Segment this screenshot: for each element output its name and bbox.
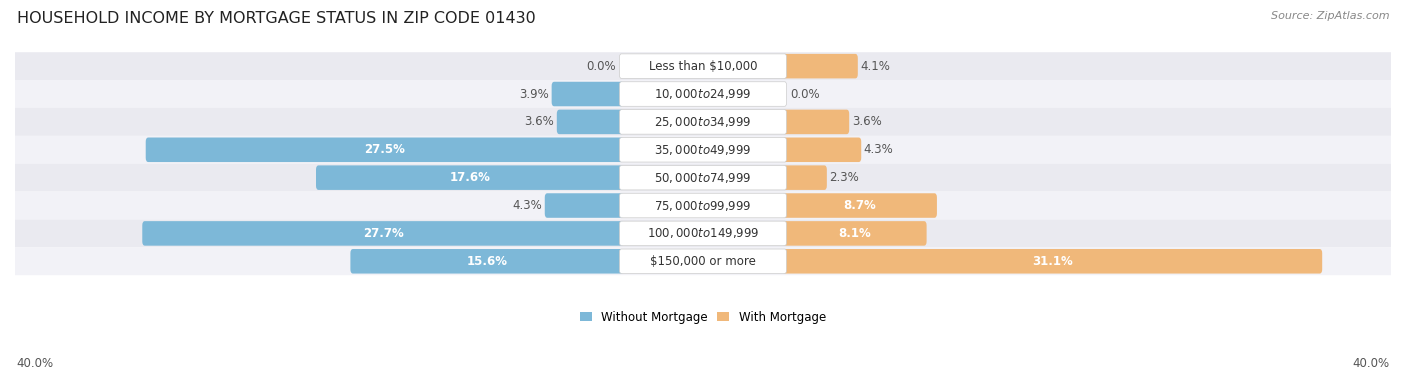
FancyBboxPatch shape	[350, 249, 624, 274]
FancyBboxPatch shape	[0, 220, 1406, 247]
Text: 40.0%: 40.0%	[1353, 358, 1389, 370]
Text: $10,000 to $24,999: $10,000 to $24,999	[654, 87, 752, 101]
Text: 15.6%: 15.6%	[467, 255, 508, 268]
Text: 40.0%: 40.0%	[17, 358, 53, 370]
Text: 4.3%: 4.3%	[863, 143, 894, 156]
Text: $75,000 to $99,999: $75,000 to $99,999	[654, 198, 752, 212]
FancyBboxPatch shape	[0, 108, 1406, 136]
FancyBboxPatch shape	[0, 80, 1406, 108]
Text: 17.6%: 17.6%	[450, 171, 491, 184]
Text: HOUSEHOLD INCOME BY MORTGAGE STATUS IN ZIP CODE 01430: HOUSEHOLD INCOME BY MORTGAGE STATUS IN Z…	[17, 11, 536, 26]
FancyBboxPatch shape	[620, 54, 786, 78]
FancyBboxPatch shape	[544, 193, 624, 218]
Text: 4.3%: 4.3%	[512, 199, 543, 212]
FancyBboxPatch shape	[620, 193, 786, 218]
Text: 3.6%: 3.6%	[524, 115, 554, 129]
FancyBboxPatch shape	[782, 166, 827, 190]
FancyBboxPatch shape	[620, 221, 786, 246]
Legend: Without Mortgage, With Mortgage: Without Mortgage, With Mortgage	[575, 306, 831, 328]
FancyBboxPatch shape	[782, 193, 936, 218]
FancyBboxPatch shape	[0, 52, 1406, 80]
FancyBboxPatch shape	[316, 166, 624, 190]
Text: $100,000 to $149,999: $100,000 to $149,999	[647, 226, 759, 240]
FancyBboxPatch shape	[782, 138, 862, 162]
Text: $35,000 to $49,999: $35,000 to $49,999	[654, 143, 752, 157]
Text: $150,000 or more: $150,000 or more	[650, 255, 756, 268]
Text: 2.3%: 2.3%	[830, 171, 859, 184]
FancyBboxPatch shape	[782, 221, 927, 246]
Text: 8.1%: 8.1%	[838, 227, 870, 240]
FancyBboxPatch shape	[0, 164, 1406, 192]
Text: 27.7%: 27.7%	[363, 227, 404, 240]
Text: 4.1%: 4.1%	[860, 60, 890, 73]
Text: $25,000 to $34,999: $25,000 to $34,999	[654, 115, 752, 129]
FancyBboxPatch shape	[557, 110, 624, 134]
FancyBboxPatch shape	[551, 82, 624, 106]
FancyBboxPatch shape	[620, 110, 786, 134]
Text: 0.0%: 0.0%	[790, 88, 820, 101]
Text: 3.6%: 3.6%	[852, 115, 882, 129]
FancyBboxPatch shape	[782, 249, 1322, 274]
FancyBboxPatch shape	[620, 138, 786, 162]
Text: $50,000 to $74,999: $50,000 to $74,999	[654, 170, 752, 184]
FancyBboxPatch shape	[0, 136, 1406, 164]
FancyBboxPatch shape	[0, 247, 1406, 275]
Text: 0.0%: 0.0%	[586, 60, 616, 73]
Text: 3.9%: 3.9%	[519, 88, 550, 101]
FancyBboxPatch shape	[146, 138, 624, 162]
FancyBboxPatch shape	[782, 110, 849, 134]
FancyBboxPatch shape	[142, 221, 624, 246]
FancyBboxPatch shape	[782, 54, 858, 78]
Text: Source: ZipAtlas.com: Source: ZipAtlas.com	[1271, 11, 1389, 21]
Text: 31.1%: 31.1%	[1032, 255, 1073, 268]
Text: 27.5%: 27.5%	[364, 143, 405, 156]
Text: Less than $10,000: Less than $10,000	[648, 60, 758, 73]
FancyBboxPatch shape	[620, 82, 786, 106]
FancyBboxPatch shape	[620, 166, 786, 190]
FancyBboxPatch shape	[620, 249, 786, 274]
FancyBboxPatch shape	[0, 192, 1406, 220]
Text: 8.7%: 8.7%	[844, 199, 876, 212]
